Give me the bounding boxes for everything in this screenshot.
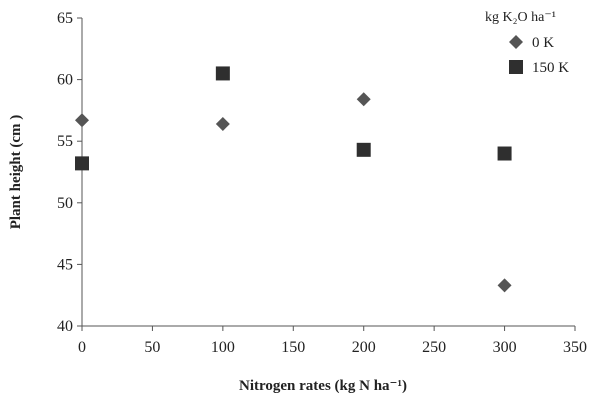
legend: kg K₂O ha⁻¹ 0 K 150 K <box>485 10 569 76</box>
data-point-0-k <box>497 278 512 293</box>
y-tick-label: 65 <box>57 10 73 27</box>
x-tick-label: 250 <box>422 339 446 356</box>
x-tick-label: 100 <box>211 339 235 356</box>
x-tick-label: 350 <box>563 339 587 356</box>
x-tick-label: 200 <box>352 339 376 356</box>
legend-marker-150-k <box>509 60 523 74</box>
data-point-0-k <box>215 116 230 131</box>
x-tick-label: 150 <box>281 339 305 356</box>
tick-labels: 40 45 50 55 60 65 0 50 100 150 200 250 300 350 <box>57 10 587 356</box>
y-tick-label: 40 <box>57 318 73 335</box>
data-point-0-k <box>356 92 371 107</box>
data-points <box>75 66 512 293</box>
y-tick-label: 50 <box>57 195 73 212</box>
legend-label: 0 K <box>532 35 554 51</box>
x-tick-label: 300 <box>493 339 517 356</box>
axes <box>81 18 575 327</box>
x-tick-label: 0 <box>78 339 86 356</box>
y-axis-label: Plant height (cm ) <box>8 115 24 230</box>
y-tick-label: 55 <box>57 133 73 150</box>
legend-marker-0-k <box>509 35 523 49</box>
y-tick-label: 60 <box>57 72 73 89</box>
x-axis-label: Nitrogen rates (kg N ha⁻¹) <box>239 378 407 394</box>
y-tick-label: 45 <box>57 256 73 273</box>
data-point-150-k <box>75 156 89 171</box>
data-point-150-k <box>356 142 371 157</box>
x-tick-label: 50 <box>144 339 160 356</box>
legend-label: 150 K <box>532 60 569 76</box>
data-point-0-k <box>75 113 89 128</box>
data-point-150-k <box>215 66 230 81</box>
legend-title: kg K₂O ha⁻¹ <box>485 10 556 25</box>
data-point-150-k <box>497 146 512 161</box>
